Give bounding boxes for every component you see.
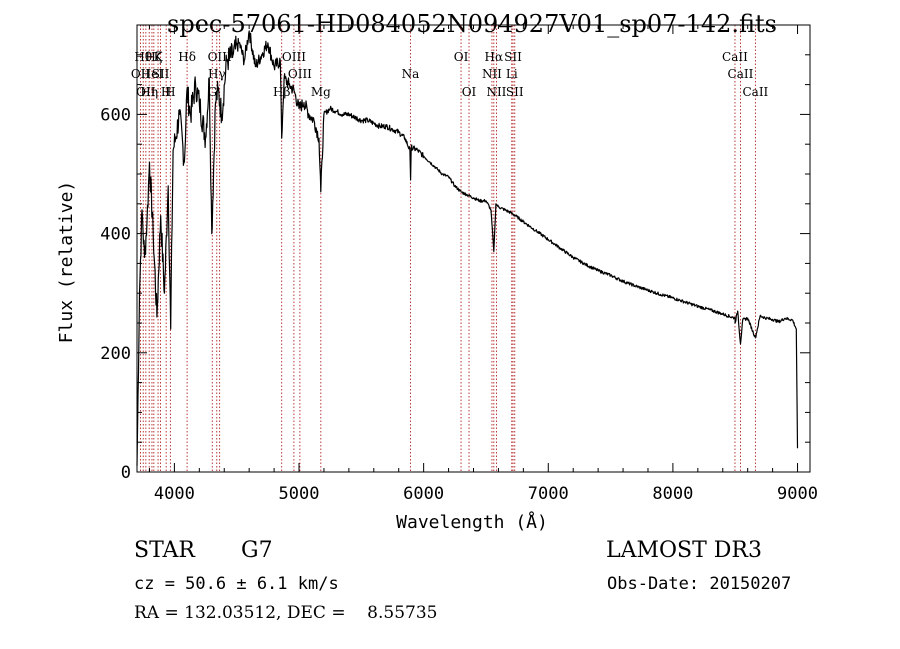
x-axis-label: Wavelength (Å) (396, 511, 548, 533)
line-label-caii: CaII (742, 85, 768, 99)
x-tick-label: 5000 (279, 484, 320, 504)
line-label-hγ: Hγ (208, 67, 226, 81)
redshift-cz: cz = 50.6 ± 6.1 km/s (134, 574, 339, 594)
line-label-oi: OI (454, 50, 469, 64)
flux-series-line (136, 30, 799, 467)
y-tick-label: 0 (121, 463, 131, 483)
line-label-li: Li (506, 67, 518, 81)
emission-line-markers (140, 25, 756, 472)
x-tick-label: 7000 (528, 484, 569, 504)
line-label-k: K (154, 50, 164, 64)
observation-date: Obs-Date: 20150207 (607, 574, 792, 594)
line-label-sii: SII (152, 67, 170, 81)
line-label-caii: CaII (728, 67, 754, 81)
line-label-na: Na (402, 67, 420, 81)
survey-name: LAMOST DR3 (606, 538, 762, 563)
x-axis-ticks: 4000 5000 6000 7000 8000 9000 (148, 25, 818, 504)
line-label-hδ: Hδ (178, 50, 196, 64)
line-label-hη: Hη (140, 85, 158, 99)
line-label-hβ: Hβ (273, 85, 290, 99)
y-tick-label: 200 (100, 344, 131, 364)
line-label-oii: OII (136, 85, 156, 99)
line-label-hei: HeI (141, 67, 164, 81)
spectral-subclass: G7 (241, 538, 273, 563)
line-label-hθ: Hθ (134, 50, 152, 64)
line-label-nii: NII (486, 85, 506, 99)
line-label-hζ: Hζ (145, 50, 162, 64)
coordinates: RA = 132.03512, DEC = 8.55735 (134, 603, 438, 623)
y-tick-label: 400 (100, 225, 131, 245)
line-label-h: H (165, 85, 175, 99)
y-axis-ticks: 0 200 400 600 (100, 54, 810, 483)
line-label-caii: CaII (722, 50, 748, 64)
line-label-sii: SII (504, 50, 522, 64)
x-tick-label: 4000 (154, 484, 195, 504)
line-label-oiii: OIII (288, 67, 312, 81)
line-label-oi: OI (462, 85, 477, 99)
chart-title: spec-57061-HD084052N094927V01_sp07-142.f… (167, 10, 777, 38)
line-label-oiii: OIII (282, 50, 306, 64)
x-tick-label: 9000 (777, 484, 818, 504)
line-label-h: H (161, 85, 171, 99)
x-tick-label: 8000 (652, 484, 693, 504)
line-label-mg: Mg (311, 85, 331, 99)
line-label-nii: NII (482, 67, 502, 81)
object-type: STAR (134, 538, 195, 563)
line-label-oii: OII (131, 67, 151, 81)
line-label-g: G (207, 85, 217, 99)
line-label-hα: Hα (485, 50, 504, 64)
x-tick-label: 6000 (403, 484, 444, 504)
y-axis-label: Flux (relative) (56, 181, 77, 344)
line-label-sii: SII (506, 85, 524, 99)
y-tick-label: 600 (100, 105, 131, 125)
